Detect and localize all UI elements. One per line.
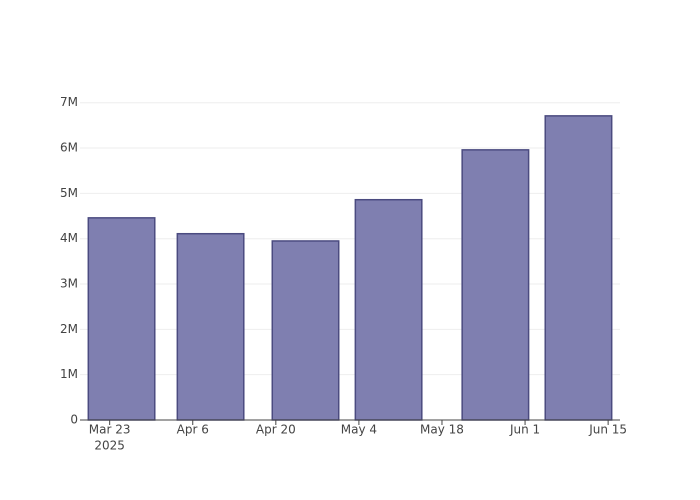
x-tick-year: 2025: [94, 439, 125, 453]
x-tick-label: Apr 6: [177, 423, 209, 437]
y-tick-label: 0: [70, 413, 78, 427]
y-tick-label: 5M: [60, 186, 78, 200]
x-tick-label: Jun 1: [509, 423, 540, 437]
y-tick-label: 3M: [60, 277, 78, 291]
bar: [354, 198, 423, 421]
y-tick-label: 6M: [60, 141, 78, 155]
bar: [271, 240, 340, 421]
x-tick-label: May 4: [341, 423, 377, 437]
bar: [87, 217, 156, 421]
bar: [461, 149, 530, 421]
bar: [544, 115, 613, 421]
bar: [176, 232, 245, 421]
x-tick-label: Jun 15: [588, 423, 627, 437]
y-tick-label: 1M: [60, 367, 78, 381]
x-tick-label: Apr 20: [256, 423, 296, 437]
y-tick-label: 2M: [60, 322, 78, 336]
y-tick-label: 7M: [60, 95, 78, 109]
y-tick-label: 4M: [60, 231, 78, 245]
x-tick-label: May 18: [420, 423, 464, 437]
x-tick-label: Mar 23: [89, 423, 131, 437]
